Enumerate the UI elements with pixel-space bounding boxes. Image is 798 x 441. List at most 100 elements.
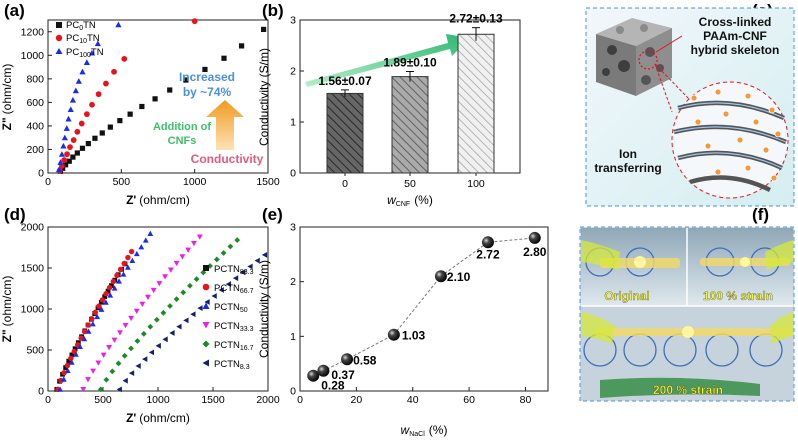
- chart-b-bars: 1.56±0.07 1.89±0.10 2.72±0.13: [318, 12, 503, 174]
- chart-d-point-s3-7: [117, 330, 123, 336]
- legend-d-label-4: PCTN16.7: [214, 340, 254, 352]
- chart-e-point-2: [341, 353, 354, 366]
- chart-a-point-s1-13: [121, 55, 128, 62]
- chart-d-point-s5-14: [211, 293, 217, 299]
- chart-d-point-s3-2: [90, 368, 96, 374]
- chart-d-point-s5-1: [122, 377, 128, 384]
- chart-d-point-s3-0: [80, 386, 87, 393]
- chart-d-point-s4-16: [200, 269, 207, 276]
- chart-e-xtick-label-3: 60: [463, 394, 475, 406]
- chart-d-point-s2-17: [129, 257, 136, 263]
- chart-d-point-s4-9: [153, 316, 160, 323]
- chart-d-point-s4-5: [128, 345, 134, 352]
- chart-a-point-s0-3: [66, 158, 72, 164]
- chart-a-point-s0-7: [85, 140, 91, 147]
- chart-b: 0 1 2 3 0 50 100 1.56±0.07 1.89±0.10 2.72±0.13 C…: [257, 12, 521, 208]
- legend-a-marker-1: [55, 34, 63, 42]
- chart-d-point-s4-7: [140, 330, 147, 337]
- legend-d-marker-0: [203, 265, 209, 271]
- chart-a-point-s0-16: [183, 77, 189, 83]
- chart-d-point-s1-3: [64, 362, 71, 369]
- chart-b-value-label-1: 1.89±0.10: [383, 56, 437, 70]
- chart-d-point-s3-5: [106, 345, 112, 351]
- chart-a-point-s0-13: [139, 103, 145, 110]
- chart-a-ytick-label-4: 800: [26, 73, 44, 85]
- chart-d-point-s5-0: [116, 386, 122, 393]
- legend-d-marker-4: [202, 340, 210, 348]
- annot-addition-1: Addition of: [153, 121, 211, 133]
- chart-d-point-s0-5: [69, 352, 75, 358]
- chart-d-point-s2-0: [57, 386, 63, 392]
- chart-d-ytick-label-3: 1500: [21, 263, 45, 275]
- chart-a-point-s0-10: [107, 124, 113, 130]
- chart-d-point-s3-9: [128, 315, 134, 322]
- glove-left-bottom: [581, 312, 615, 344]
- chart-a-points: [55, 18, 267, 174]
- chart-a-point-s2-2: [58, 151, 66, 157]
- chart-d-point-s1-11: [92, 309, 98, 316]
- chart-a-point-s0-4: [70, 154, 76, 160]
- chart-d-point-s3-13: [150, 287, 157, 294]
- chart-e-point-label-1: 0.37: [331, 368, 355, 382]
- chart-a-point-s0-9: [99, 130, 105, 136]
- chart-a-xtick-label-3: 1500: [256, 176, 280, 188]
- chart-d-xtick-label-1: 500: [94, 394, 112, 406]
- chart-e-xtick-label-2: 40: [407, 394, 419, 406]
- chart-d-point-s5-8: [169, 330, 175, 336]
- chart-d-point-s4-2: [109, 368, 116, 375]
- chart-b-ytick-label-1: 1: [290, 117, 296, 129]
- annot-increased-2: by ~74%: [183, 85, 232, 99]
- chart-a-point-s0-20: [261, 26, 267, 33]
- chart-d-point-s0-3: [63, 365, 69, 370]
- chart-a-ytick-label-1: 200: [26, 144, 44, 156]
- chart-b-xtick-label-0: 0: [342, 178, 348, 190]
- chart-a-ytick-label-2: 400: [26, 120, 44, 132]
- chart-d-point-s5-7: [162, 336, 168, 343]
- chart-d-point-s2-11: [102, 299, 109, 305]
- chart-a-point-s0-15: [167, 87, 173, 93]
- legend-d-label-5: PCTN8.3: [214, 359, 250, 371]
- panel-label-d: (d): [4, 205, 26, 224]
- chart-d-point-s2-7: [85, 328, 92, 334]
- legend-d-marker-3: [202, 322, 210, 329]
- fiber-strands: [673, 100, 787, 193]
- chart-d-point-s5-5: [148, 349, 155, 356]
- chart-a-point-s1-5: [70, 137, 77, 143]
- chart-d-point-s0-4: [66, 358, 72, 364]
- chart-e-point-label-3: 1.03: [402, 329, 426, 343]
- chart-a-point-s2-12: [83, 59, 90, 65]
- chart-a-point-s1-8: [83, 111, 90, 118]
- legend-a-label-1: PC10TN: [66, 33, 100, 45]
- legend-d-label-2: PCTN50: [214, 302, 248, 314]
- chart-a-point-s2-5: [63, 125, 70, 131]
- chart-d-point-s4-6: [134, 338, 141, 344]
- chart-d-point-s3-1: [85, 377, 91, 383]
- chart-a-xtick-label-2: 1000: [183, 176, 207, 188]
- chart-d-point-s3-16: [167, 267, 174, 273]
- chart-d-point-s3-18: [179, 254, 186, 260]
- chart-d-point-s1-12: [96, 303, 102, 309]
- chart-a-point-s0-8: [92, 135, 98, 141]
- chart-d-point-s2-16: [124, 264, 131, 270]
- chart-a-xlabel: Z' (ohm/cm): [126, 193, 190, 207]
- legend-d-label-3: PCTN33.3: [214, 321, 254, 333]
- chart-d-point-s3-12: [145, 294, 151, 301]
- legend-a-marker-2: [55, 48, 63, 54]
- chart-e-point-label-4: 2.10: [447, 270, 471, 284]
- ion-label-1: Ion: [619, 147, 637, 161]
- ion-label-2: transferring: [594, 161, 661, 175]
- photo-label-200: 200 % strain: [653, 383, 723, 397]
- zoom-line-1: [654, 63, 673, 113]
- chart-e-point-5: [481, 236, 494, 249]
- chart-e-ytick-label-0: 0: [290, 386, 296, 398]
- chart-d-point-s3-14: [156, 281, 163, 287]
- chart-d-point-s2-15: [120, 271, 127, 277]
- chart-d-point-s4-18: [213, 256, 220, 263]
- chart-d-point-s1-8: [81, 328, 88, 335]
- chart-a-point-s0-6: [79, 145, 86, 151]
- chart-d-point-s3-20: [191, 240, 197, 247]
- chart-d-point-s1-9: [85, 322, 91, 328]
- chart-b-value-label-0: 1.56±0.07: [318, 74, 372, 88]
- chart-d-point-s2-4: [73, 351, 79, 357]
- chart-e-point-3: [387, 328, 400, 341]
